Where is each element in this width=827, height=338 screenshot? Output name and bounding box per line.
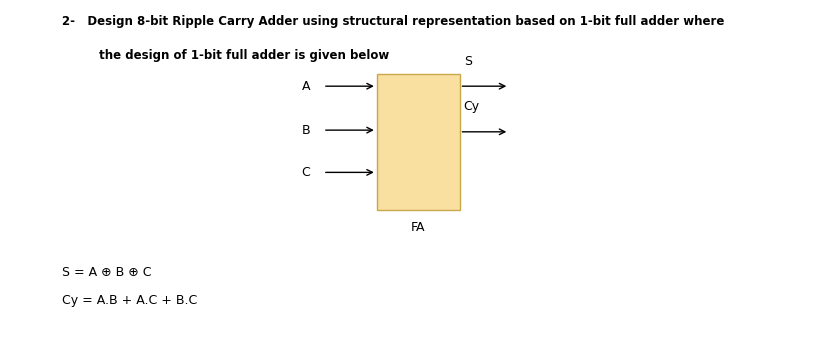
FancyBboxPatch shape (376, 74, 459, 210)
Text: FA: FA (410, 221, 425, 234)
Text: Cy = A.B + A.C + B.C: Cy = A.B + A.C + B.C (62, 294, 197, 307)
Text: S: S (463, 55, 471, 68)
Text: 2-   Design 8-bit Ripple Carry Adder using structural representation based on 1-: 2- Design 8-bit Ripple Carry Adder using… (62, 15, 724, 28)
Text: C: C (301, 166, 310, 179)
Text: A: A (302, 80, 310, 93)
Text: S = A ⊕ B ⊕ C: S = A ⊕ B ⊕ C (62, 266, 151, 279)
Text: B: B (302, 124, 310, 137)
Text: the design of 1-bit full adder is given below: the design of 1-bit full adder is given … (62, 49, 389, 62)
Text: Cy: Cy (463, 100, 479, 113)
